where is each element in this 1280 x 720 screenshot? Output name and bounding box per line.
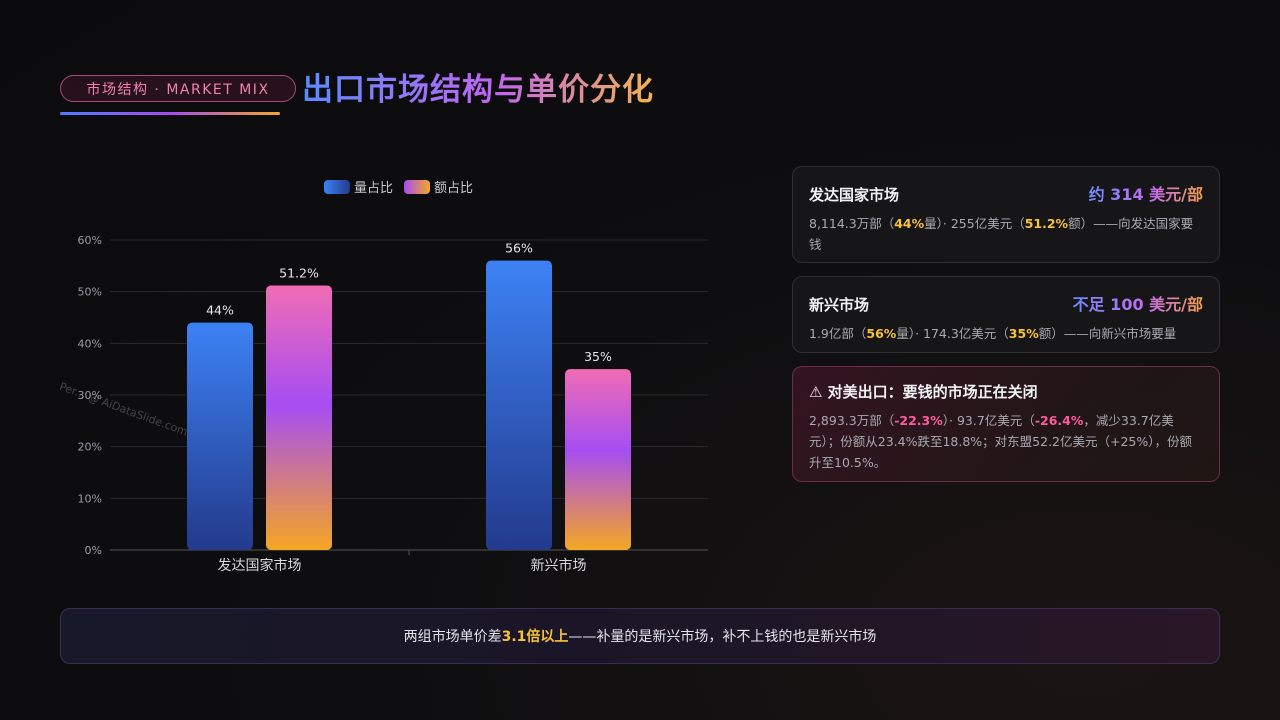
body-text: ，减少33.7亿美元）；份额从23.4%跌至18.8%；对东盟52.2亿美元（+…: [809, 413, 1193, 470]
y-tick-label: 10%: [78, 492, 102, 505]
bar: [565, 369, 631, 550]
card-title: ⚠ 对美出口：要钱的市场正在关闭: [809, 383, 1038, 401]
legend-label: 额占比: [434, 181, 473, 196]
y-tick-label: 0%: [85, 544, 102, 557]
card-developed-market: 发达国家市场 约 314 美元/部 8,114.3万部（44%量）· 255亿美…: [792, 166, 1220, 263]
highlight-value: 44%: [894, 216, 925, 231]
page-title: 出口市场结构与单价分化: [302, 64, 654, 109]
legend-swatch: [404, 180, 430, 194]
x-tick-label: 新兴市场: [531, 557, 587, 574]
data-label: 51.2%: [279, 265, 319, 280]
card-title: 发达国家市场: [809, 186, 900, 204]
y-tick-label: 60%: [78, 234, 102, 247]
bar-chart: 0% 10% 20% 30% 40% 50% 60% 发达国家市场 新兴市场 44% 51.2% 5…: [60, 170, 730, 580]
y-tick-label: 20%: [78, 441, 102, 454]
footer-summary: 两组市场单价差 3.1倍以上 ——补量的是新兴市场，补不上钱的也是新兴市场: [60, 608, 1220, 664]
card-body: 1.9亿部（56%量）· 174.3亿美元（35%额）——向新兴市场要量: [809, 323, 1203, 344]
section-badge: 市场结构 · MARKET MIX: [60, 75, 296, 102]
y-tick-label: 30%: [78, 389, 102, 402]
legend-swatch: [324, 180, 350, 194]
y-tick-label: 50%: [78, 286, 102, 299]
highlight-value: -26.4%: [1034, 413, 1084, 428]
footer-text-after: ——补量的是新兴市场，补不上钱的也是新兴市场: [568, 629, 877, 645]
body-text: 8,114.3万部（: [809, 216, 895, 231]
card-emerging-market: 新兴市场 不足 100 美元/部 1.9亿部（56%量）· 174.3亿美元（3…: [792, 276, 1220, 353]
section-badge-label: 市场结构 · MARKET MIX: [86, 81, 270, 98]
card-body: 8,114.3万部（44%量）· 255亿美元（51.2%额）——向发达国家要钱: [809, 213, 1203, 255]
body-text: 1.9亿部（: [809, 326, 867, 341]
bar-chart-svg: 0% 10% 20% 30% 40% 50% 60% 发达国家市场 新兴市场 44% 51.2% 5…: [78, 180, 708, 574]
card-price: 不足 100 美元/部: [1073, 291, 1203, 315]
data-label: 44%: [206, 303, 234, 318]
card-us-export-warning: ⚠ 对美出口：要钱的市场正在关闭 2,893.3万部（-22.3%）· 93.7…: [792, 366, 1220, 482]
body-text: ）· 93.7亿美元（: [942, 413, 1035, 428]
x-tick-label: 发达国家市场: [218, 557, 302, 574]
body-text: 量）· 174.3亿美元（: [896, 326, 1009, 341]
y-tick-label: 40%: [78, 337, 102, 350]
legend-label: 量占比: [354, 181, 393, 196]
footer-highlight: 3.1倍以上: [501, 629, 569, 645]
body-text: 量）· 255亿美元（: [924, 216, 1025, 231]
card-price: 约 314 美元/部: [1089, 181, 1203, 205]
data-label: 35%: [584, 349, 612, 364]
body-text: 2,893.3万部（: [809, 413, 895, 428]
bar: [486, 260, 552, 550]
body-text: 额）——向发达国家要钱: [809, 216, 1194, 252]
card-body: 2,893.3万部（-22.3%）· 93.7亿美元（-26.4%，减少33.7…: [809, 410, 1203, 473]
card-title: 新兴市场: [809, 296, 870, 314]
data-label: 56%: [505, 241, 533, 256]
footer-text-before: 两组市场单价差: [403, 629, 502, 645]
highlight-value: 35%: [1008, 326, 1039, 341]
bar: [187, 322, 253, 550]
title-underline: [60, 112, 280, 115]
highlight-value: 51.2%: [1024, 216, 1069, 231]
body-text: 额）——向新兴市场要量: [1038, 326, 1177, 341]
highlight-value: 56%: [866, 326, 897, 341]
bar: [266, 285, 332, 550]
highlight-value: -22.3%: [894, 413, 943, 428]
